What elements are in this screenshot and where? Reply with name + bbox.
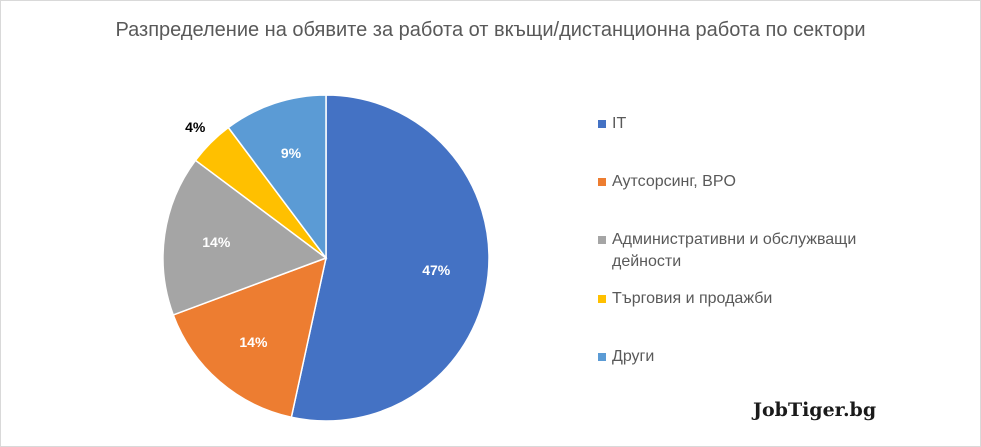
legend-item-0: IT xyxy=(598,113,928,135)
legend-item-1: Аутсорсинг, BPO xyxy=(598,171,928,193)
legend-item-4: Други xyxy=(598,346,928,368)
pie-slice-1 xyxy=(172,256,328,419)
data-label-3: 4% xyxy=(185,119,206,135)
legend-label: Административни и обслужващи дейности xyxy=(612,231,857,270)
legend-label: IT xyxy=(612,115,627,132)
data-label-2: 14% xyxy=(202,234,231,250)
legend-label: Търговия и продажби xyxy=(612,290,773,307)
legend-item-3: Търговия и продажби xyxy=(598,288,928,310)
chart-title: Разпределение на обявите за работа от вк… xyxy=(115,19,866,41)
legend-swatch xyxy=(598,120,606,128)
legend-label: Други xyxy=(612,348,655,365)
pie-slice-4 xyxy=(227,94,327,261)
pie-slice-2 xyxy=(162,159,328,316)
jobtiger-logo: JobTiger.bg xyxy=(753,399,877,421)
data-label-1: 14% xyxy=(239,334,268,350)
data-label-0: 47% xyxy=(422,262,451,278)
legend-swatch xyxy=(598,353,606,361)
legend-swatch xyxy=(598,178,606,186)
data-label-4: 9% xyxy=(281,145,302,161)
legend-label: Аутсорсинг, BPO xyxy=(612,173,736,190)
legend-item-2: Административни и обслужващи дейности xyxy=(598,229,928,273)
legend-swatch xyxy=(598,236,606,244)
legend-swatch xyxy=(598,295,606,303)
pie-slice-0 xyxy=(290,94,490,422)
